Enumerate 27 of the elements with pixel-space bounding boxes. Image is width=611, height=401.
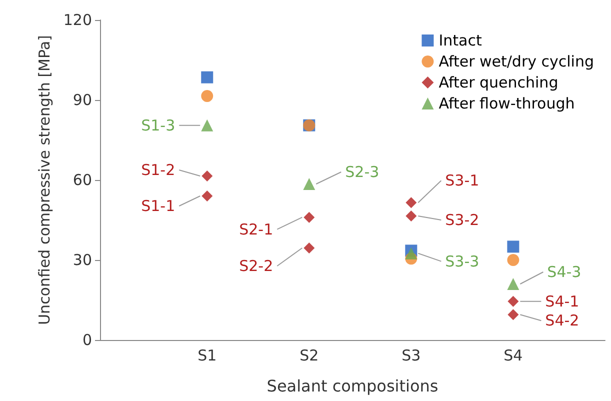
legend-label: After quenching	[438, 74, 558, 92]
annotation: S3-1	[445, 172, 480, 190]
annotation: S4-1	[545, 292, 580, 310]
x-tick-label: S1	[198, 346, 217, 364]
x-tick-label: S3	[402, 346, 421, 364]
y-tick-label: 90	[72, 91, 92, 109]
y-tick-label: 120	[63, 11, 92, 29]
annotation: S1-2	[141, 161, 176, 179]
y-tick-label: 0	[82, 331, 92, 349]
y-tick-label: 30	[72, 251, 92, 269]
annotation: S4-3	[547, 263, 582, 281]
annotation: S2-1	[239, 220, 274, 238]
legend-label: After flow-through	[438, 94, 575, 112]
x-tick-label: S4	[504, 346, 523, 364]
annotation: S3-2	[445, 211, 480, 229]
annotation: S3-3	[445, 252, 480, 270]
annotation: S1-3	[141, 116, 176, 134]
annotation: S1-1	[141, 197, 176, 215]
y-tick-label: 60	[72, 171, 92, 189]
annotation: S4-2	[545, 312, 580, 330]
legend-label: Intact	[438, 32, 482, 50]
legend-label: After wet/dry cycling	[438, 52, 594, 70]
x-tick-label: S2	[300, 346, 319, 364]
annotation: S2-3	[345, 163, 380, 181]
y-axis-title: Unconfied compressive strength [MPa]	[36, 35, 54, 325]
annotation: S2-2	[239, 257, 274, 275]
x-axis-title: Sealant compositions	[266, 376, 438, 396]
